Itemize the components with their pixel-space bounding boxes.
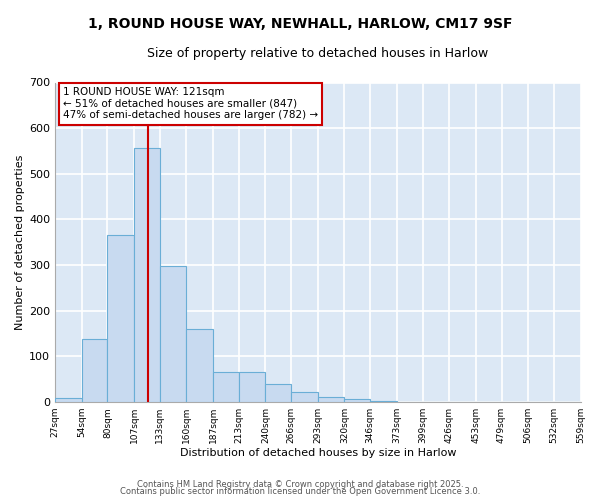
Y-axis label: Number of detached properties: Number of detached properties — [15, 154, 25, 330]
Bar — [55, 398, 82, 402]
Text: 1 ROUND HOUSE WAY: 121sqm
← 51% of detached houses are smaller (847)
47% of semi: 1 ROUND HOUSE WAY: 121sqm ← 51% of detac… — [63, 88, 318, 120]
Bar — [82, 339, 107, 402]
Bar — [160, 266, 187, 402]
Bar — [370, 400, 397, 402]
Bar — [187, 328, 213, 402]
Bar — [213, 372, 239, 402]
Bar — [291, 392, 318, 402]
Bar — [318, 396, 344, 402]
Bar — [265, 384, 291, 402]
Bar — [107, 236, 134, 402]
Text: 1, ROUND HOUSE WAY, NEWHALL, HARLOW, CM17 9SF: 1, ROUND HOUSE WAY, NEWHALL, HARLOW, CM1… — [88, 18, 512, 32]
Bar — [134, 148, 160, 402]
Text: Contains HM Land Registry data © Crown copyright and database right 2025.: Contains HM Land Registry data © Crown c… — [137, 480, 463, 489]
Title: Size of property relative to detached houses in Harlow: Size of property relative to detached ho… — [147, 48, 488, 60]
X-axis label: Distribution of detached houses by size in Harlow: Distribution of detached houses by size … — [179, 448, 456, 458]
Text: Contains public sector information licensed under the Open Government Licence 3.: Contains public sector information licen… — [120, 487, 480, 496]
Bar — [344, 399, 370, 402]
Bar — [239, 372, 265, 402]
